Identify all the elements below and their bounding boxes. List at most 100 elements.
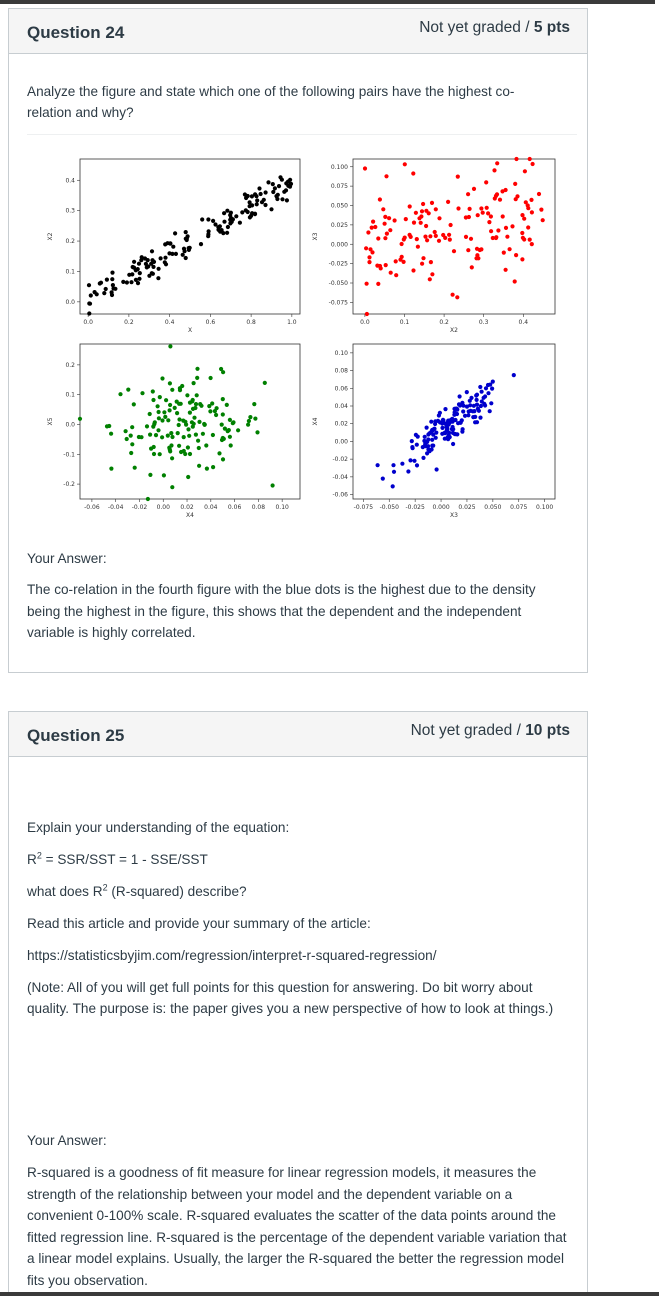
data-point: [424, 223, 429, 229]
data-point: [536, 191, 542, 197]
data-point: [425, 439, 430, 444]
data-point: [156, 276, 161, 281]
x-axis-label: X2: [450, 327, 458, 334]
y-tick-label: -0.02: [332, 456, 348, 463]
data-point: [170, 434, 175, 440]
points-value: 10 pts: [525, 722, 570, 739]
data-point: [169, 431, 174, 436]
data-point: [469, 265, 474, 270]
data-point: [420, 445, 425, 450]
data-point: [195, 375, 200, 380]
data-point: [160, 418, 165, 423]
data-point: [204, 466, 209, 471]
x-tick-label: 0.025: [458, 504, 475, 511]
data-point: [222, 211, 227, 216]
data-point: [187, 433, 192, 438]
data-point: [167, 408, 172, 413]
data-point: [429, 200, 435, 205]
page-edge: [655, 0, 659, 1296]
data-point: [390, 484, 395, 489]
data-point: [381, 207, 386, 212]
y-tick-label: 0.10: [335, 350, 349, 357]
data-point: [109, 292, 115, 298]
data-point: [514, 253, 519, 258]
data-point: [247, 204, 252, 209]
data-point: [145, 496, 150, 502]
data-point: [520, 257, 525, 262]
data-point: [433, 419, 438, 424]
data-point: [500, 189, 505, 194]
data-point: [477, 247, 482, 253]
article-url[interactable]: https://statisticsbyjim.com/regression/i…: [27, 948, 437, 963]
data-point: [220, 412, 225, 417]
y-axis-label: X2: [47, 232, 54, 240]
y-tick-label: 0.0: [65, 299, 75, 306]
data-point: [455, 174, 460, 179]
data-point: [183, 255, 188, 261]
data-point: [432, 229, 437, 235]
data-point: [210, 432, 215, 438]
data-point: [407, 232, 412, 237]
data-point: [214, 412, 219, 418]
data-point: [487, 220, 492, 225]
y-axis-label: X5: [47, 417, 54, 425]
x-axis-label: X3: [450, 512, 458, 519]
data-point: [247, 200, 252, 205]
data-point: [225, 208, 230, 213]
data-point: [492, 196, 497, 201]
x-tick-label: 0.6: [206, 319, 216, 326]
data-point: [262, 380, 267, 385]
data-point: [407, 204, 412, 209]
data-point: [222, 426, 227, 431]
data-point: [403, 217, 408, 222]
data-point: [413, 210, 418, 215]
data-point: [249, 213, 254, 218]
data-point: [421, 201, 426, 207]
data-point: [168, 241, 173, 246]
data-point: [497, 197, 503, 202]
data-point: [464, 390, 469, 395]
data-point: [377, 263, 383, 269]
x-tick-label: 0.3: [479, 319, 489, 326]
data-point: [147, 273, 152, 278]
data-point: [449, 417, 454, 422]
data-point: [420, 261, 425, 266]
data-point: [522, 237, 527, 242]
data-point: [473, 414, 478, 419]
data-point: [440, 421, 445, 426]
data-point: [225, 224, 230, 230]
data-point: [476, 256, 481, 261]
data-point: [198, 242, 204, 247]
data-point: [220, 457, 226, 462]
y-axis-label: X3: [312, 232, 319, 240]
data-point: [225, 230, 230, 235]
data-point: [147, 411, 152, 417]
data-point: [453, 417, 458, 423]
data-point: [187, 451, 193, 457]
data-point: [219, 366, 224, 372]
data-point: [515, 194, 520, 199]
data-point: [221, 370, 226, 375]
data-point: [213, 222, 218, 227]
data-point: [483, 403, 488, 408]
y-tick-label: 0.04: [335, 403, 349, 410]
data-point: [446, 199, 451, 204]
data-point: [286, 183, 291, 188]
data-point: [496, 228, 501, 233]
data-point: [123, 429, 128, 434]
data-point: [522, 216, 527, 221]
y-tick-label: 0.050: [331, 203, 348, 210]
data-point: [98, 280, 104, 285]
x-tick-label: -0.075: [354, 504, 374, 511]
data-point: [246, 422, 251, 427]
data-point: [225, 429, 230, 434]
data-point: [171, 244, 176, 249]
data-point: [169, 443, 174, 448]
x-tick-label: 0.2: [124, 319, 134, 326]
data-point: [466, 192, 471, 197]
data-point: [479, 389, 484, 394]
data-point: [466, 413, 471, 418]
data-point: [109, 431, 114, 436]
data-point: [530, 161, 535, 167]
